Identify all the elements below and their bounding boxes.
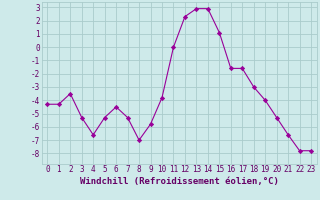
X-axis label: Windchill (Refroidissement éolien,°C): Windchill (Refroidissement éolien,°C) <box>80 177 279 186</box>
